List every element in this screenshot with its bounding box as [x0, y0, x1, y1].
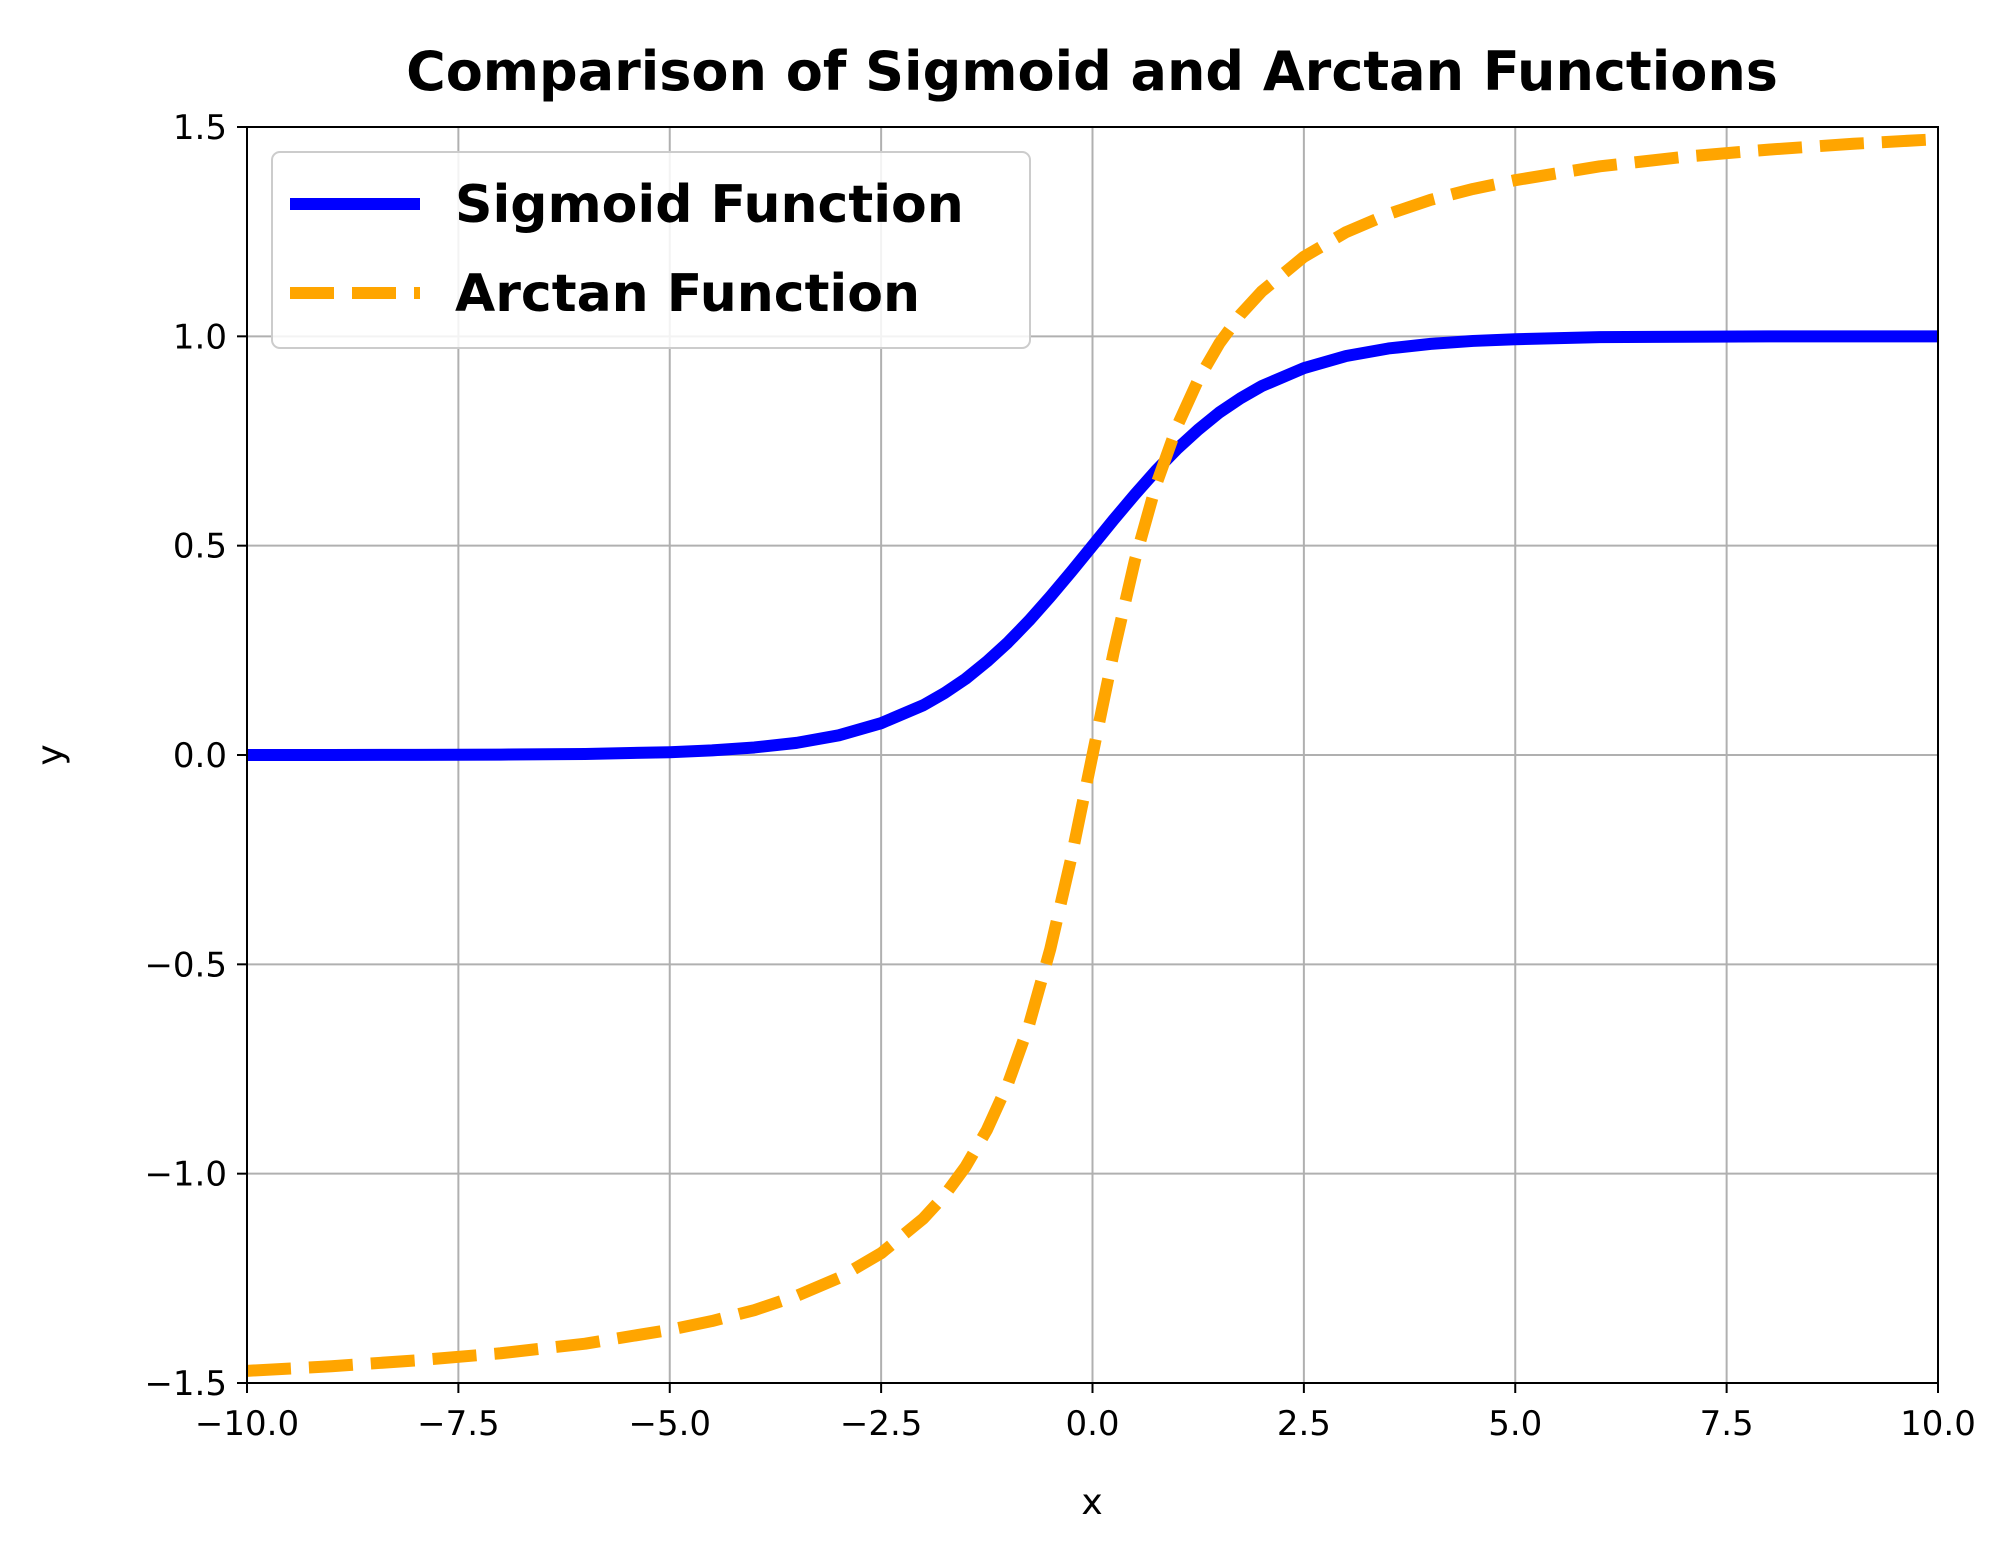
series-line-arctan-function	[246, 133, 1939, 1377]
y-tick-label: 0.0	[173, 736, 227, 776]
y-tick-label: 0.5	[173, 527, 227, 567]
series-layer	[246, 133, 1939, 1377]
legend-box	[271, 151, 1031, 349]
x-tick-label: −7.5	[417, 1404, 500, 1444]
x-tick-label: −5.0	[628, 1404, 711, 1444]
y-tick-label: 1.0	[173, 317, 227, 357]
x-tick-label: −2.5	[840, 1404, 923, 1444]
y-tick-label: −0.5	[144, 945, 227, 985]
chart-title: Comparison of Sigmoid and Arctan Functio…	[406, 40, 1778, 103]
x-tick-label: 0.0	[1065, 1404, 1119, 1444]
x-tick-label: 7.5	[1700, 1404, 1754, 1444]
x-axis-ticks: −10.0 −7.5 −5.0 −2.5 0.0 2.5 5.0 7.5 10.0	[195, 1383, 1976, 1444]
y-axis-label: y	[30, 744, 71, 765]
x-tick-label: 2.5	[1277, 1404, 1331, 1444]
x-axis-label: x	[1081, 1482, 1102, 1523]
series-line-sigmoid-function	[246, 330, 1938, 761]
x-tick-label: −10.0	[195, 1404, 299, 1444]
y-tick-label: −1.0	[144, 1155, 227, 1195]
x-tick-label: 5.0	[1488, 1404, 1542, 1444]
legend-label-arctan: Arctan Function	[455, 264, 920, 324]
y-axis-ticks: 1.5 1.0 0.5 0.0 −0.5 −1.0 −1.5	[144, 108, 247, 1404]
legend-label-sigmoid: Sigmoid Function	[455, 175, 964, 235]
x-tick-label: 10.0	[1900, 1404, 1976, 1444]
legend: Sigmoid Function Arctan Function	[271, 151, 1031, 349]
y-tick-label: 1.5	[173, 108, 227, 148]
y-tick-label: −1.5	[144, 1364, 227, 1404]
